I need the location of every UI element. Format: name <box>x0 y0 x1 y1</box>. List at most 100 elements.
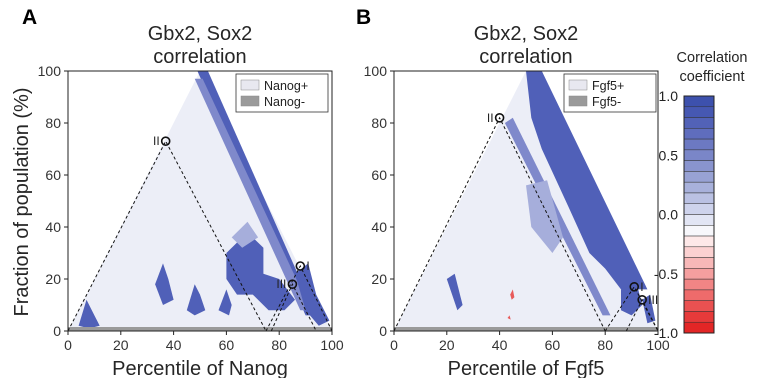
colorbar-cell <box>683 106 715 118</box>
panel-a-x-tick-label: 100 <box>320 337 344 353</box>
panel-a-x-tick-label: 80 <box>271 337 287 353</box>
panel-b-x-tick-label: 60 <box>545 337 561 353</box>
panel-a-legend-swatch <box>240 79 260 91</box>
colorbar-cell <box>683 117 715 129</box>
colorbar-cell <box>683 321 715 334</box>
colorbar-cell <box>683 95 715 108</box>
panel-a-point-I <box>295 261 306 271</box>
panel-a-point-II <box>160 136 171 146</box>
panel-b-dashed-triangle <box>604 285 659 332</box>
panel-a-x-tick-label: 60 <box>219 337 235 353</box>
panel-a-dashed-triangle <box>265 264 333 332</box>
panel-a-y-tick-label: 60 <box>45 167 61 183</box>
panel-a-heatmap-region <box>231 221 259 248</box>
panel-b-point-III <box>637 294 647 305</box>
panel-a-heatmap-region <box>226 232 295 311</box>
panel-a-x-axis-label: Percentile of Nanog <box>112 358 288 378</box>
panel-a-y-tick-label: 80 <box>45 115 61 131</box>
panel-a-legend-swatch <box>240 95 260 107</box>
panel-a-plot: 0 20 40 60 80 100020406080100IIIIIINanog+Nano… <box>38 63 344 353</box>
panel-a-x-tick-label: 40 <box>166 337 182 353</box>
panel-b-heatmap-region <box>504 117 611 316</box>
colorbar-cell <box>683 171 715 183</box>
panel-a-point-III <box>287 279 298 290</box>
panel-a-heatmap-region <box>295 263 330 326</box>
panel-b-y-tick-label: 0 <box>379 323 387 339</box>
panel-a-legend-label: Nanog- <box>264 95 305 109</box>
panel-b-dashed-triangle <box>393 116 606 332</box>
panel-b-point-label-II: II <box>487 111 494 125</box>
colorbar-tick-label: 0.5 <box>659 147 679 163</box>
panel-b-title-line-1: Gbx2, Sox2 <box>474 23 579 45</box>
panel-b-x-tick-label: 0 <box>390 337 398 353</box>
panel-b-legend: Fgf5+ Fgf5- <box>563 73 657 113</box>
panel-a-y-tick-label: 20 <box>45 271 61 287</box>
panel-b-heatmap-region <box>621 284 643 316</box>
colorbar-cell <box>683 235 715 248</box>
panel-b-point-II <box>494 113 505 123</box>
panel-b-point-I <box>629 281 640 292</box>
panel-b-heatmap-region <box>446 273 463 311</box>
panel-b-x-axis-label: Percentile of Fgf5 <box>448 358 605 378</box>
colorbar-cell <box>683 289 715 301</box>
panel-b-x-tick-label: 80 <box>597 337 613 353</box>
colorbar-cell <box>683 192 715 204</box>
panel-b-heatmap-region <box>526 180 563 253</box>
panel-b-y-tick-label: 60 <box>371 167 387 183</box>
panel-b-y-tick-label: 40 <box>371 219 387 235</box>
colorbar-cell <box>683 246 715 258</box>
panel-a-heatmap-region <box>186 284 206 316</box>
colorbar-frame <box>683 95 715 334</box>
panel-letter-b: B <box>356 6 371 29</box>
panel-a-axes-frame <box>67 70 333 332</box>
colorbar-cell <box>683 181 715 194</box>
colorbar-cell <box>683 311 715 323</box>
panel-b-axes-frame <box>393 70 659 332</box>
panel-b-legend-swatch <box>568 79 588 91</box>
colorbar-cell <box>683 128 715 140</box>
colorbar-title-line-2: coefficient <box>679 69 744 85</box>
panel-b-x-tick-label: 20 <box>439 337 455 353</box>
panel-a-triangle-area <box>68 71 332 331</box>
panel-b-baseline-bar <box>394 327 658 331</box>
panel-b-y-tick-label: 80 <box>371 115 387 131</box>
panel-b-title-line-2: correlation <box>479 46 572 68</box>
panel-b-point-label-I: I <box>640 280 643 294</box>
panel-a-x-tick-label: 0 <box>64 337 72 353</box>
panel-a-x-tick-label: 20 <box>113 337 129 353</box>
panel-b-y-tick-label: 20 <box>371 271 387 287</box>
panel-b-heatmap-region <box>526 71 648 290</box>
panel-a-baseline-bar <box>68 327 332 331</box>
panel-letter-a: A <box>22 6 37 29</box>
panel-b-heatmap-region <box>510 289 515 300</box>
colorbar-tick-label: 1.0 <box>659 88 679 104</box>
panel-b-y-tick-label: 100 <box>364 63 388 79</box>
panel-b-legend-swatch <box>568 95 588 107</box>
panel-a-legend-label: Nanog+ <box>264 79 308 93</box>
panel-b-legend-label: Fgf5+ <box>592 79 624 93</box>
colorbar-tick-label: 0.0 <box>659 207 679 223</box>
colorbar-cell <box>683 203 715 215</box>
panel-b-point-label-III: III <box>648 293 658 307</box>
colorbar-cell <box>683 268 715 280</box>
panel-b-x-tick-label: 100 <box>646 337 670 353</box>
panel-b-x-tick-label: 40 <box>492 337 508 353</box>
colorbar-cell <box>683 214 715 226</box>
colorbar-cell <box>683 160 715 172</box>
panel-a-point-label-II: II <box>153 134 160 148</box>
colorbar-cell <box>683 149 715 161</box>
colorbar-tick-label: -0.5 <box>654 266 678 282</box>
panel-a-point-label-I: I <box>306 259 309 273</box>
colorbar-cell <box>683 225 715 237</box>
panel-b-dashed-triangle <box>625 298 659 332</box>
panel-a-title-line-1: Gbx2, Sox2 <box>148 23 253 45</box>
panel-a-heatmap-region <box>194 78 311 311</box>
panel-a-heatmap-region <box>78 299 100 329</box>
panel-b-legend-label: Fgf5- <box>592 95 621 109</box>
panel-a-heatmap-region <box>218 289 232 316</box>
panel-a-y-tick-label: 100 <box>38 63 62 79</box>
panel-b-triangle-area <box>394 71 658 331</box>
colorbar-title-line-1: Correlation <box>677 50 748 66</box>
